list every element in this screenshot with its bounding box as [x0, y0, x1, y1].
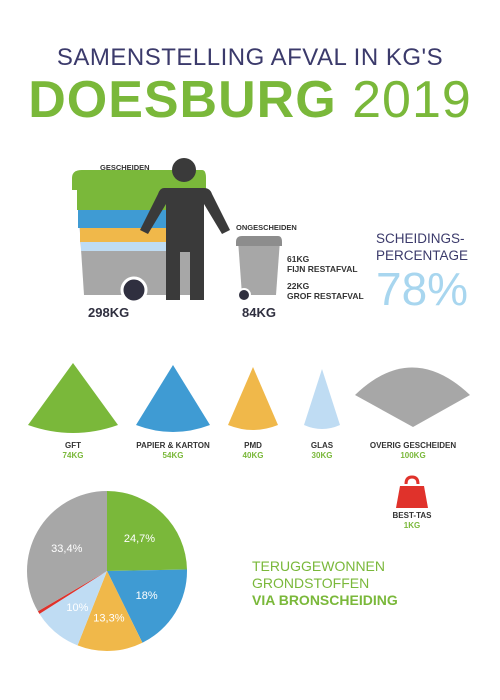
unseparated-label: ONGESCHEIDEN: [236, 223, 297, 232]
pie-slice: [77, 571, 143, 651]
cat-label-pmd: PMD: [244, 441, 262, 450]
title-city: DOESBURG: [28, 71, 337, 129]
pie-slice-label: 13,3%: [93, 612, 124, 624]
best-tas-kg: 1KG: [403, 521, 421, 530]
person-icon: [140, 158, 230, 300]
separation-label-line-1: SCHEIDINGS-: [376, 231, 465, 246]
overig-wedge-icon: [355, 367, 470, 427]
pie-slice-label: 24,7%: [124, 533, 155, 545]
cat-kg-glas: 30KG: [311, 451, 333, 460]
pie-slice: [107, 569, 187, 643]
separation-label: SCHEIDINGS- PERCENTAGE: [376, 230, 468, 264]
coarse-rest-label: GROF RESTAFVAL: [287, 291, 364, 301]
fine-rest-label: FIJN RESTAFVAL: [287, 264, 358, 274]
cat-kg-overig: 100KG: [400, 451, 426, 460]
pie-slice: [37, 571, 108, 614]
title-year: 2019: [352, 71, 472, 129]
cat-label-gft: GFT: [65, 441, 81, 450]
separation-label-line-2: PERCENTAGE: [376, 248, 469, 263]
pie-slice-label: 18%: [136, 590, 158, 602]
bins-illustration: [72, 158, 282, 304]
recovered-line-2: GRONDSTOFFEN: [252, 575, 370, 591]
bag-icon: [396, 475, 428, 508]
coarse-rest: 22KG GROF RESTAFVAL: [287, 281, 364, 301]
papier-wedge-icon: [136, 365, 210, 432]
pie-slice-label: 10%: [66, 602, 88, 614]
unseparated-bin-icon: [236, 236, 282, 302]
gft-wedge-icon: [28, 363, 118, 433]
coarse-rest-kg: 22KG: [287, 281, 310, 291]
recovered-line-3: VIA BRONSCHEIDING: [252, 592, 398, 608]
pie-slice: [27, 491, 108, 612]
cat-kg-pmd: 40KG: [242, 451, 264, 460]
unseparated-kg: 84KG: [242, 305, 276, 320]
glas-wedge-icon: [304, 369, 340, 429]
recovered-line-1: TERUGGEWONNEN: [252, 558, 385, 574]
pie-slice: [39, 571, 107, 646]
best-tas-label: BEST-TAS: [392, 511, 432, 520]
recovered-pie-chart: 24,7% 18% 13,3% 10% 33,4%: [27, 491, 187, 651]
title-line-1: SAMENSTELLING AFVAL IN KG'S: [56, 44, 444, 71]
fine-rest-kg: 61KG: [287, 254, 310, 264]
separated-kg: 298KG: [88, 305, 130, 320]
cat-label-overig: OVERIG GESCHEIDEN: [369, 441, 457, 450]
separation-percentage: 78%: [376, 263, 469, 315]
cat-kg-gft: 74KG: [62, 451, 84, 460]
pmd-wedge-icon: [228, 367, 278, 430]
pie-slice: [107, 491, 187, 571]
category-wedges: [28, 363, 470, 433]
cat-label-papier: PAPIER & KARTON: [136, 441, 210, 450]
title-line-2: DOESBURG 2019: [0, 70, 500, 130]
cat-label-glas: GLAS: [310, 441, 334, 450]
separated-label: GESCHEIDEN: [100, 163, 150, 172]
cat-kg-papier: 54KG: [162, 451, 184, 460]
fine-rest: 61KG FIJN RESTAFVAL: [287, 254, 358, 274]
recovered-text: TERUGGEWONNEN GRONDSTOFFEN VIA BRONSCHEI…: [252, 558, 398, 609]
pie-slice-label: 33,4%: [51, 543, 82, 555]
